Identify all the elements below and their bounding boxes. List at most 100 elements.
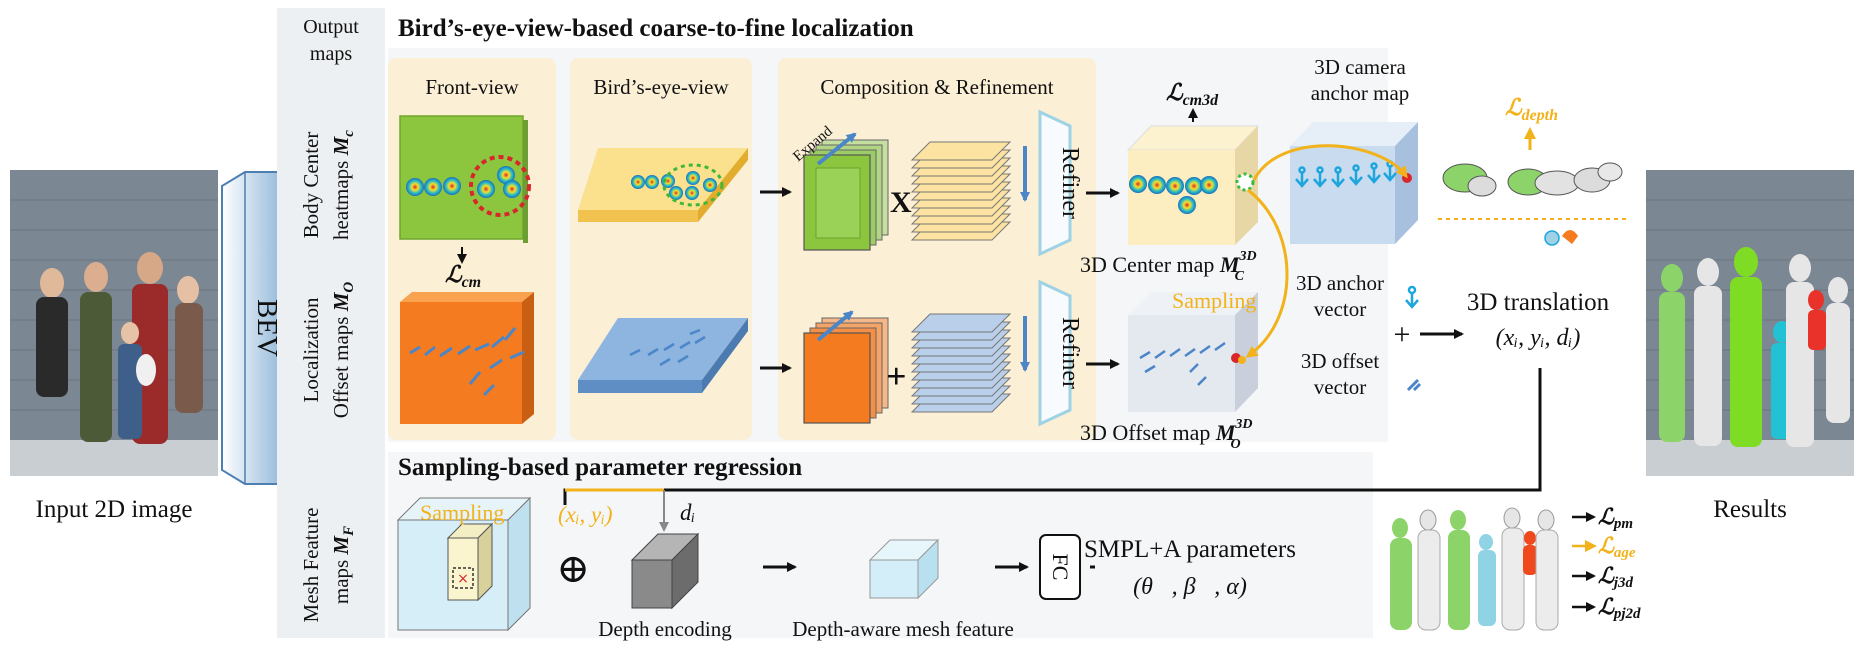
refiner-bottom xyxy=(1038,279,1072,427)
composition-title: Composition & Refinement xyxy=(820,75,1053,99)
localization-line2: Offset maps xyxy=(329,311,353,418)
offset-vector-line1: 3D offset xyxy=(1301,349,1380,373)
loss-pj2d-subscript: pj2d xyxy=(1612,606,1641,622)
loss-depth: ℒdepth xyxy=(1505,95,1558,124)
sampling-curve xyxy=(1245,188,1289,358)
multiply-operator: X xyxy=(890,186,912,219)
translation-feedback-line xyxy=(563,368,1542,505)
loss-cm3d-subscript: cm3d xyxy=(1183,92,1220,109)
results-label: Results xyxy=(1713,496,1787,523)
orange-stack-arrow xyxy=(816,310,854,342)
offset-map-3d-text: 3D Offset map xyxy=(1080,420,1216,445)
body-center-subscript: c xyxy=(341,130,357,137)
body-center-line2: heatmaps xyxy=(329,155,353,240)
output-maps-label-line2: maps xyxy=(310,43,352,65)
bev-heatmap-plane xyxy=(578,148,748,222)
loss-pm-symbol: ℒ xyxy=(1598,504,1615,529)
loss-depth-symbol: ℒ xyxy=(1505,95,1523,120)
camera-anchor-cube xyxy=(1290,122,1418,244)
body-center-row-label: Body Center xyxy=(299,132,323,239)
front-view-heatmap xyxy=(399,115,531,243)
depth-aware-feature-block xyxy=(868,538,940,600)
mesh-feature-symbol: M xyxy=(329,535,353,556)
loss-cm: ℒcm xyxy=(445,262,481,291)
depth-variable: dᵢ xyxy=(680,500,695,525)
loss-j3d: ℒj3d xyxy=(1598,563,1634,591)
loss-age-symbol: ℒ xyxy=(1598,533,1615,558)
offset-vector-line2: vector xyxy=(1314,375,1366,399)
camera-small-icon xyxy=(1544,230,1578,246)
loss-cm3d: ℒcm3d xyxy=(1166,80,1219,109)
loss-age-subscript: age xyxy=(1614,545,1636,561)
localization-row-label: Localization xyxy=(299,297,323,402)
depth-feature-label: Depth-aware mesh feature xyxy=(792,617,1014,641)
mesh-feature-line1: Mesh Feature xyxy=(299,508,323,623)
mesh-group-figures xyxy=(1390,507,1559,631)
refiner-top xyxy=(1038,109,1072,257)
topview-meshes xyxy=(1442,162,1623,197)
offset-vector-icon xyxy=(1406,378,1422,392)
center-map-3d-label: 3D Center map M3D C xyxy=(1080,249,1257,284)
anchor-vector-line2: vector xyxy=(1314,297,1366,321)
refiner-top-label: Refiner xyxy=(1057,147,1083,219)
body-center-line1: Body Center xyxy=(299,132,323,239)
offset-map-3d-sup: 3D xyxy=(1234,417,1252,432)
loss-cm3d-symbol: ℒ xyxy=(1166,80,1184,105)
front-view-offset-arrows xyxy=(409,327,525,397)
loss-cm-symbol: ℒ xyxy=(445,262,463,287)
orange-feature-stack xyxy=(803,317,889,424)
loss-pm: ℒpm xyxy=(1598,504,1633,532)
localization-section-title: Bird’s-eye-view-based coarse-to-fine loc… xyxy=(398,15,914,42)
input-image-label: Input 2D image xyxy=(36,496,193,523)
output-maps-column xyxy=(277,8,385,638)
translation-label: 3D translation xyxy=(1467,289,1610,316)
svg-text:heatmaps Mc: heatmaps Mc xyxy=(329,130,357,240)
plus-operator: + xyxy=(886,356,907,396)
center-map-3d-sup: 3D xyxy=(1238,249,1256,264)
svg-text:Offset maps MO: Offset maps MO xyxy=(329,282,357,419)
smpl-label: SMPL+A parameters xyxy=(1084,536,1296,563)
anchor-vector-line1: 3D anchor xyxy=(1296,271,1384,295)
offset-map-3d-cube xyxy=(1128,292,1258,412)
loss-j3d-subscript: j3d xyxy=(1612,575,1634,591)
offset-map-3d-sub: O xyxy=(1231,437,1241,452)
anchor-vector-icon xyxy=(1405,285,1419,309)
center-to-anchor-curve xyxy=(1252,144,1408,181)
regression-section-title: Sampling-based parameter regression xyxy=(398,454,802,481)
loss-pm-subscript: pm xyxy=(1612,516,1633,532)
vector-plus-operator: + xyxy=(1394,318,1411,351)
svg-text:maps MF: maps MF xyxy=(329,526,357,604)
localization-line1: Localization xyxy=(299,297,323,402)
yellow-feature-stack xyxy=(910,141,1012,241)
fc-label: FC xyxy=(1048,554,1073,581)
regression-section-bg xyxy=(388,452,1373,638)
localization-subscript: O xyxy=(341,282,357,293)
mesh-feature-cube: × xyxy=(396,496,532,632)
birds-eye-view-title: Bird’s-eye-view xyxy=(593,75,729,99)
body-center-symbol: M xyxy=(329,135,353,156)
front-view-offset-cube xyxy=(400,292,534,424)
refiner-bottom-label: Refiner xyxy=(1057,317,1083,389)
body-center-row-label-line2: heatmaps Mc xyxy=(329,130,357,240)
loss-pj2d: ℒpj2d xyxy=(1598,594,1641,622)
center-map-3d-text: 3D Center map xyxy=(1080,252,1220,277)
center-map-3d-symbol: M xyxy=(1219,252,1241,277)
results-image xyxy=(1646,170,1854,476)
offset-map-3d-label: 3D Offset map M3D O xyxy=(1080,417,1253,452)
localization-row-label-line2: Offset maps MO xyxy=(329,282,357,419)
green-feature-stack xyxy=(803,139,889,251)
mesh-feature-line2: maps xyxy=(329,555,353,605)
sampling-label-3d: Sampling xyxy=(1172,288,1256,313)
smpl-formula: (θ⃗, β⃗, α) xyxy=(1133,574,1247,600)
loss-age: ℒage xyxy=(1598,533,1636,561)
depth-encoding-block xyxy=(630,532,700,610)
blue-feature-stack xyxy=(910,313,1012,413)
localization-symbol: M xyxy=(329,291,353,312)
sampling-label-regression: Sampling xyxy=(420,500,504,525)
mesh-feature-subscript: F xyxy=(341,526,357,537)
loss-cm-subscript: cm xyxy=(462,274,482,291)
output-maps-label-line1: Output xyxy=(303,16,359,38)
mesh-feature-row-label: Mesh Feature xyxy=(299,508,323,623)
bev-offset-plane xyxy=(578,318,748,393)
